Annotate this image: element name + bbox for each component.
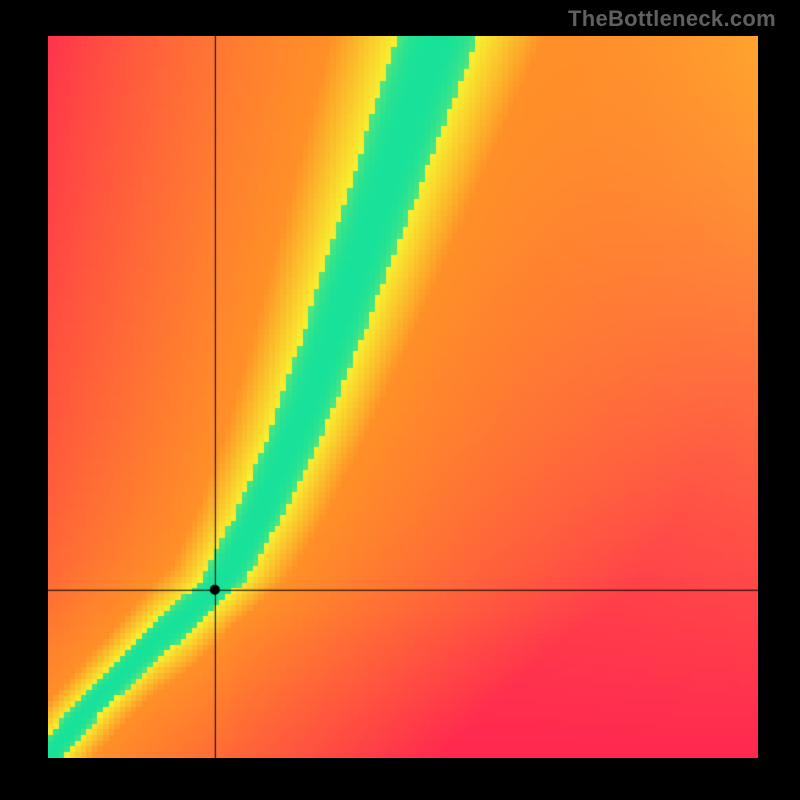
bottleneck-heatmap [48, 36, 758, 758]
chart-container: { "watermark": { "text": "TheBottleneck.… [0, 0, 800, 800]
watermark-text: TheBottleneck.com [568, 6, 776, 32]
